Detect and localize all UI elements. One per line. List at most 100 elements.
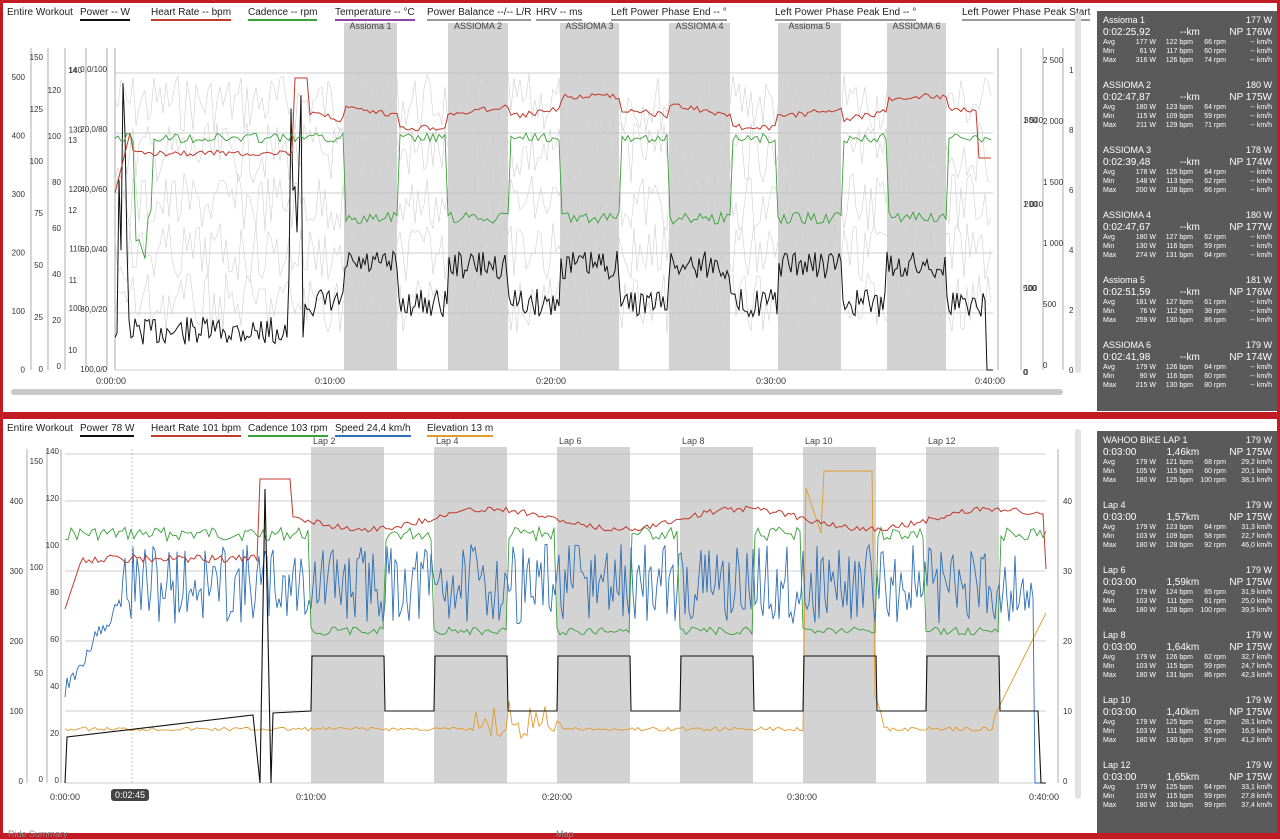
top-chart-svg[interactable]: Assioma 1 ASSIOMA 2 ASSIOMA 3 ASSIOMA 4 Assi… <box>3 3 1083 412</box>
power-series-line <box>64 488 1046 784</box>
legend-item-8[interactable]: Left Power Phase Peak Start <box>962 7 1091 21</box>
legend-item-4[interactable]: Power Balance --/-- L/R <box>427 7 532 21</box>
lap-stat-cell: Min <box>1103 308 1115 315</box>
lap-stat-cell: Avg <box>1103 39 1115 46</box>
lap-stat-row: Max 180 W 130 bpm 99 rpm 37,4 km/h <box>1103 801 1272 810</box>
bottom-chart[interactable]: Lap 2 Lap 4 Lap 6 Lap 8 Lap 10 Lap 12 400 300 20… <box>3 419 1083 833</box>
lap-stat-cell: Max <box>1103 57 1117 64</box>
lap-band[interactable] <box>680 447 753 783</box>
lap-stat-cell: 60 rpm <box>1204 373 1226 380</box>
lap-normalized-power: NP 175W <box>1229 577 1272 588</box>
lap-card[interactable]: Assioma 5 181 W 0:02:51,59 --km NP 176W Avg 18… <box>1097 271 1277 336</box>
lap-label: Lap 2 <box>313 436 336 446</box>
lap-band[interactable] <box>926 447 999 783</box>
top-vertical-scrollbar[interactable] <box>1075 13 1081 373</box>
ride-summary-label[interactable]: Ride Summary <box>8 829 68 839</box>
lap-stat-cell: 103 W <box>1135 793 1156 800</box>
axis-tick-label: 80 <box>52 178 61 187</box>
lap-stat-cell: 62 rpm <box>1204 234 1226 241</box>
lap-stat-cell: 180 W <box>1135 737 1156 744</box>
section-label[interactable]: Entire Workout <box>7 423 73 434</box>
axis-tick-label: 11 <box>69 276 78 285</box>
lap-stat-cell: 59 rpm <box>1204 243 1226 250</box>
time-cursor-label[interactable]: 0:02:45 <box>111 789 150 801</box>
lap-band[interactable] <box>434 447 507 783</box>
axis-tick-label: 100 <box>30 563 44 572</box>
axis-tick-label: 100 <box>69 304 83 313</box>
lap-stat-cell: 105 W <box>1135 468 1156 475</box>
interval-band[interactable] <box>448 23 508 370</box>
grey-series-line <box>114 121 992 184</box>
axis-tick-label: 0,0/100 <box>80 65 107 74</box>
lap-stat-cell: 179 W <box>1135 524 1156 531</box>
lap-stat-cell: Min <box>1103 793 1115 800</box>
interval-label: Assioma 5 <box>788 21 830 31</box>
axis-tick-label: 60,0/40 <box>80 245 107 254</box>
lap-name: ASSIOMA 6 <box>1103 340 1152 350</box>
legend-item-5[interactable]: HRV -- ms <box>536 7 583 21</box>
axis-tick-label: 50 <box>34 669 43 678</box>
lap-stat-cell: 59 rpm <box>1204 113 1226 120</box>
legend-item-1[interactable]: Heart Rate 101 bpm <box>151 423 242 437</box>
lap-card[interactable]: Lap 4 179 W 0:03:00 1,57km NP 175W Avg 179 W 12… <box>1097 496 1277 561</box>
lap-card[interactable]: ASSIOMA 3 178 W 0:02:39,48 --km NP 174W Avg 17… <box>1097 141 1277 206</box>
legend-item-3[interactable]: Speed 24,4 km/h <box>335 423 411 437</box>
legend-item-2[interactable]: Cadence -- rpm <box>248 7 318 21</box>
lap-card[interactable]: ASSIOMA 2 180 W 0:02:47,87 --km NP 175W Avg 18… <box>1097 76 1277 141</box>
bottom-lap-sidebar[interactable]: WAHOO BIKE LAP 1 179 W 0:03:00 1,46km NP 175… <box>1097 431 1277 833</box>
lap-stat-cell: 76 W <box>1139 308 1156 315</box>
lap-card[interactable]: WAHOO BIKE LAP 1 179 W 0:03:00 1,46km NP 175… <box>1097 431 1277 496</box>
lap-distance: --km <box>1179 27 1200 38</box>
lap-card[interactable]: Lap 6 179 W 0:03:00 1,59km NP 175W Avg 179 W 12… <box>1097 561 1277 626</box>
lap-time: 0:03:00 <box>1103 642 1137 653</box>
top-horizontal-scrollbar[interactable] <box>11 389 1063 395</box>
map-label[interactable]: Map <box>556 829 574 839</box>
interval-band[interactable] <box>344 23 397 370</box>
lap-stat-cell: -- km/h <box>1250 299 1272 306</box>
lap-stat-cell: Avg <box>1103 459 1115 466</box>
lap-distance: 1,46km <box>1166 447 1200 458</box>
interval-band[interactable] <box>669 23 730 370</box>
axis-tick-label: 0 <box>39 775 44 784</box>
bottom-vertical-scrollbar[interactable] <box>1075 429 1081 799</box>
legend-item-1[interactable]: Heart Rate -- bpm <box>151 7 232 21</box>
legend-item-2[interactable]: Cadence 103 rpm <box>248 423 328 437</box>
section-label[interactable]: Entire Workout <box>7 7 73 18</box>
legend-item-3[interactable]: Temperature -- °C <box>335 7 415 21</box>
legend-item-0[interactable]: Power -- W <box>80 7 130 21</box>
legend-item-7[interactable]: Left Power Phase Peak End -- ° <box>775 7 917 21</box>
lap-band[interactable] <box>557 447 630 783</box>
axis-tick-label: 80,0/20 <box>80 305 107 314</box>
lap-stat-cell: Avg <box>1103 299 1115 306</box>
lap-stat-cell: 90 W <box>1139 373 1156 380</box>
interval-band[interactable] <box>560 23 619 370</box>
interval-label: ASSIOMA 2 <box>454 21 502 31</box>
lap-card[interactable]: Assioma 1 177 W 0:02:25,92 --km NP 176W Avg 17… <box>1097 11 1277 76</box>
lap-name: ASSIOMA 4 <box>1103 210 1152 220</box>
lap-distance: --km <box>1179 287 1200 298</box>
lap-stat-cell: 124 bpm <box>1165 589 1193 596</box>
lap-card[interactable]: ASSIOMA 6 179 W 0:02:41,98 --km NP 174W Avg 17… <box>1097 336 1277 401</box>
axis-tick-label: 300 <box>1024 116 1038 125</box>
top-chart[interactable]: Assioma 1 ASSIOMA 2 ASSIOMA 3 ASSIOMA 4 Assi… <box>3 3 1091 412</box>
legend-item-0[interactable]: Power 78 W <box>80 423 135 437</box>
lap-card[interactable]: Lap 8 179 W 0:03:00 1,64km NP 175W Avg 179 W 12… <box>1097 626 1277 691</box>
axis-tick-label: 120 <box>69 185 83 194</box>
lap-stat-row: Avg 179 W 123 bpm 64 rpm 31,3 km/h <box>1103 523 1272 532</box>
lap-card[interactable]: ASSIOMA 4 180 W 0:02:47,67 --km NP 177W Avg 18… <box>1097 206 1277 271</box>
axis-tick-label: 500 <box>1023 284 1037 293</box>
axis-tick-label: 140 <box>69 66 83 75</box>
legend-item-4[interactable]: Elevation 13 m <box>427 423 494 437</box>
lap-normalized-power: NP 175W <box>1229 772 1272 783</box>
lap-stat-cell: 180 W <box>1135 104 1156 111</box>
lap-name: Assioma 1 <box>1103 15 1146 25</box>
legend-item-6[interactable]: Left Power Phase End -- ° <box>611 7 727 21</box>
bottom-chart-svg[interactable]: Lap 2 Lap 4 Lap 6 Lap 8 Lap 10 Lap 1240030020… <box>3 419 1083 833</box>
lap-stat-cell: Avg <box>1103 654 1115 661</box>
top-lap-sidebar[interactable]: Assioma 1 177 W 0:02:25,92 --km NP 176W Avg 17… <box>1097 11 1277 411</box>
lap-stat-row: Avg 177 W 122 bpm 66 rpm -- km/h <box>1103 38 1272 47</box>
axis-tick-label: 0 <box>21 366 26 375</box>
lap-stat-cell: Max <box>1103 187 1117 194</box>
